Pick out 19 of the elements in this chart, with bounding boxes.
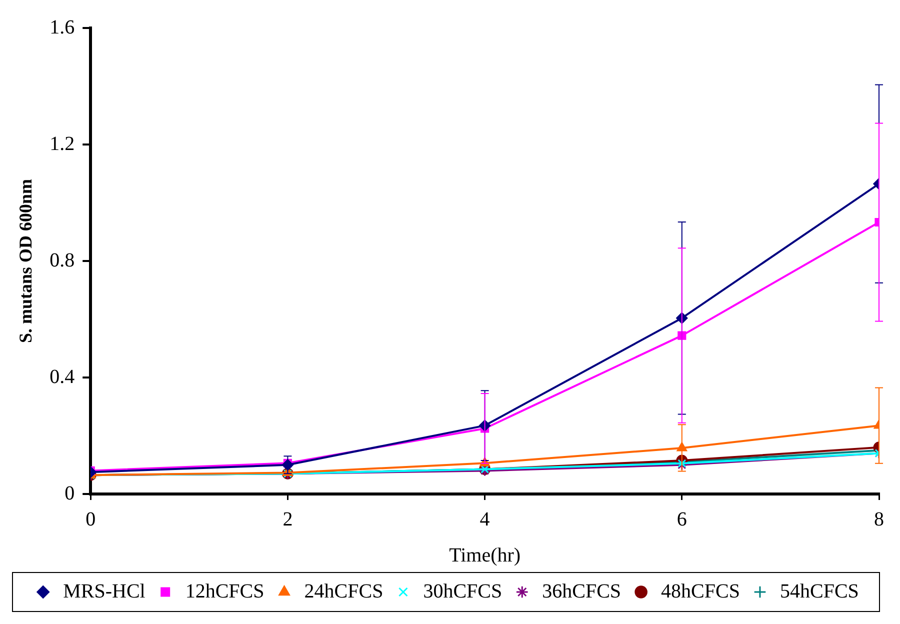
legend-label: 36hCFCS [542, 580, 622, 602]
x-tick-label: 8 [874, 508, 884, 530]
legend-label: 48hCFCS [661, 580, 740, 602]
legend-label: MRS-HCl [63, 580, 146, 602]
x-tick-label: 4 [480, 508, 490, 530]
y-axis-title: S. mutans OD 600nm [15, 178, 36, 344]
x-axis-title: Time(hr) [449, 544, 521, 566]
legend-label: 12hCFCS [185, 580, 264, 602]
x-tick-label: 0 [86, 508, 96, 530]
y-tick-label: 0 [64, 482, 75, 504]
legend-label: 24hCFCS [304, 580, 384, 602]
legend-label: 54hCFCS [780, 580, 859, 602]
x-tick-label: 6 [676, 508, 687, 530]
y-tick-label: 0.4 [50, 366, 75, 388]
y-tick-label: 0.8 [50, 249, 75, 272]
y-tick-label: 1.6 [50, 16, 75, 38]
x-tick-label: 2 [282, 508, 293, 530]
legend-label: 30hCFCS [423, 580, 502, 602]
y-tick-label: 1.2 [50, 132, 75, 155]
